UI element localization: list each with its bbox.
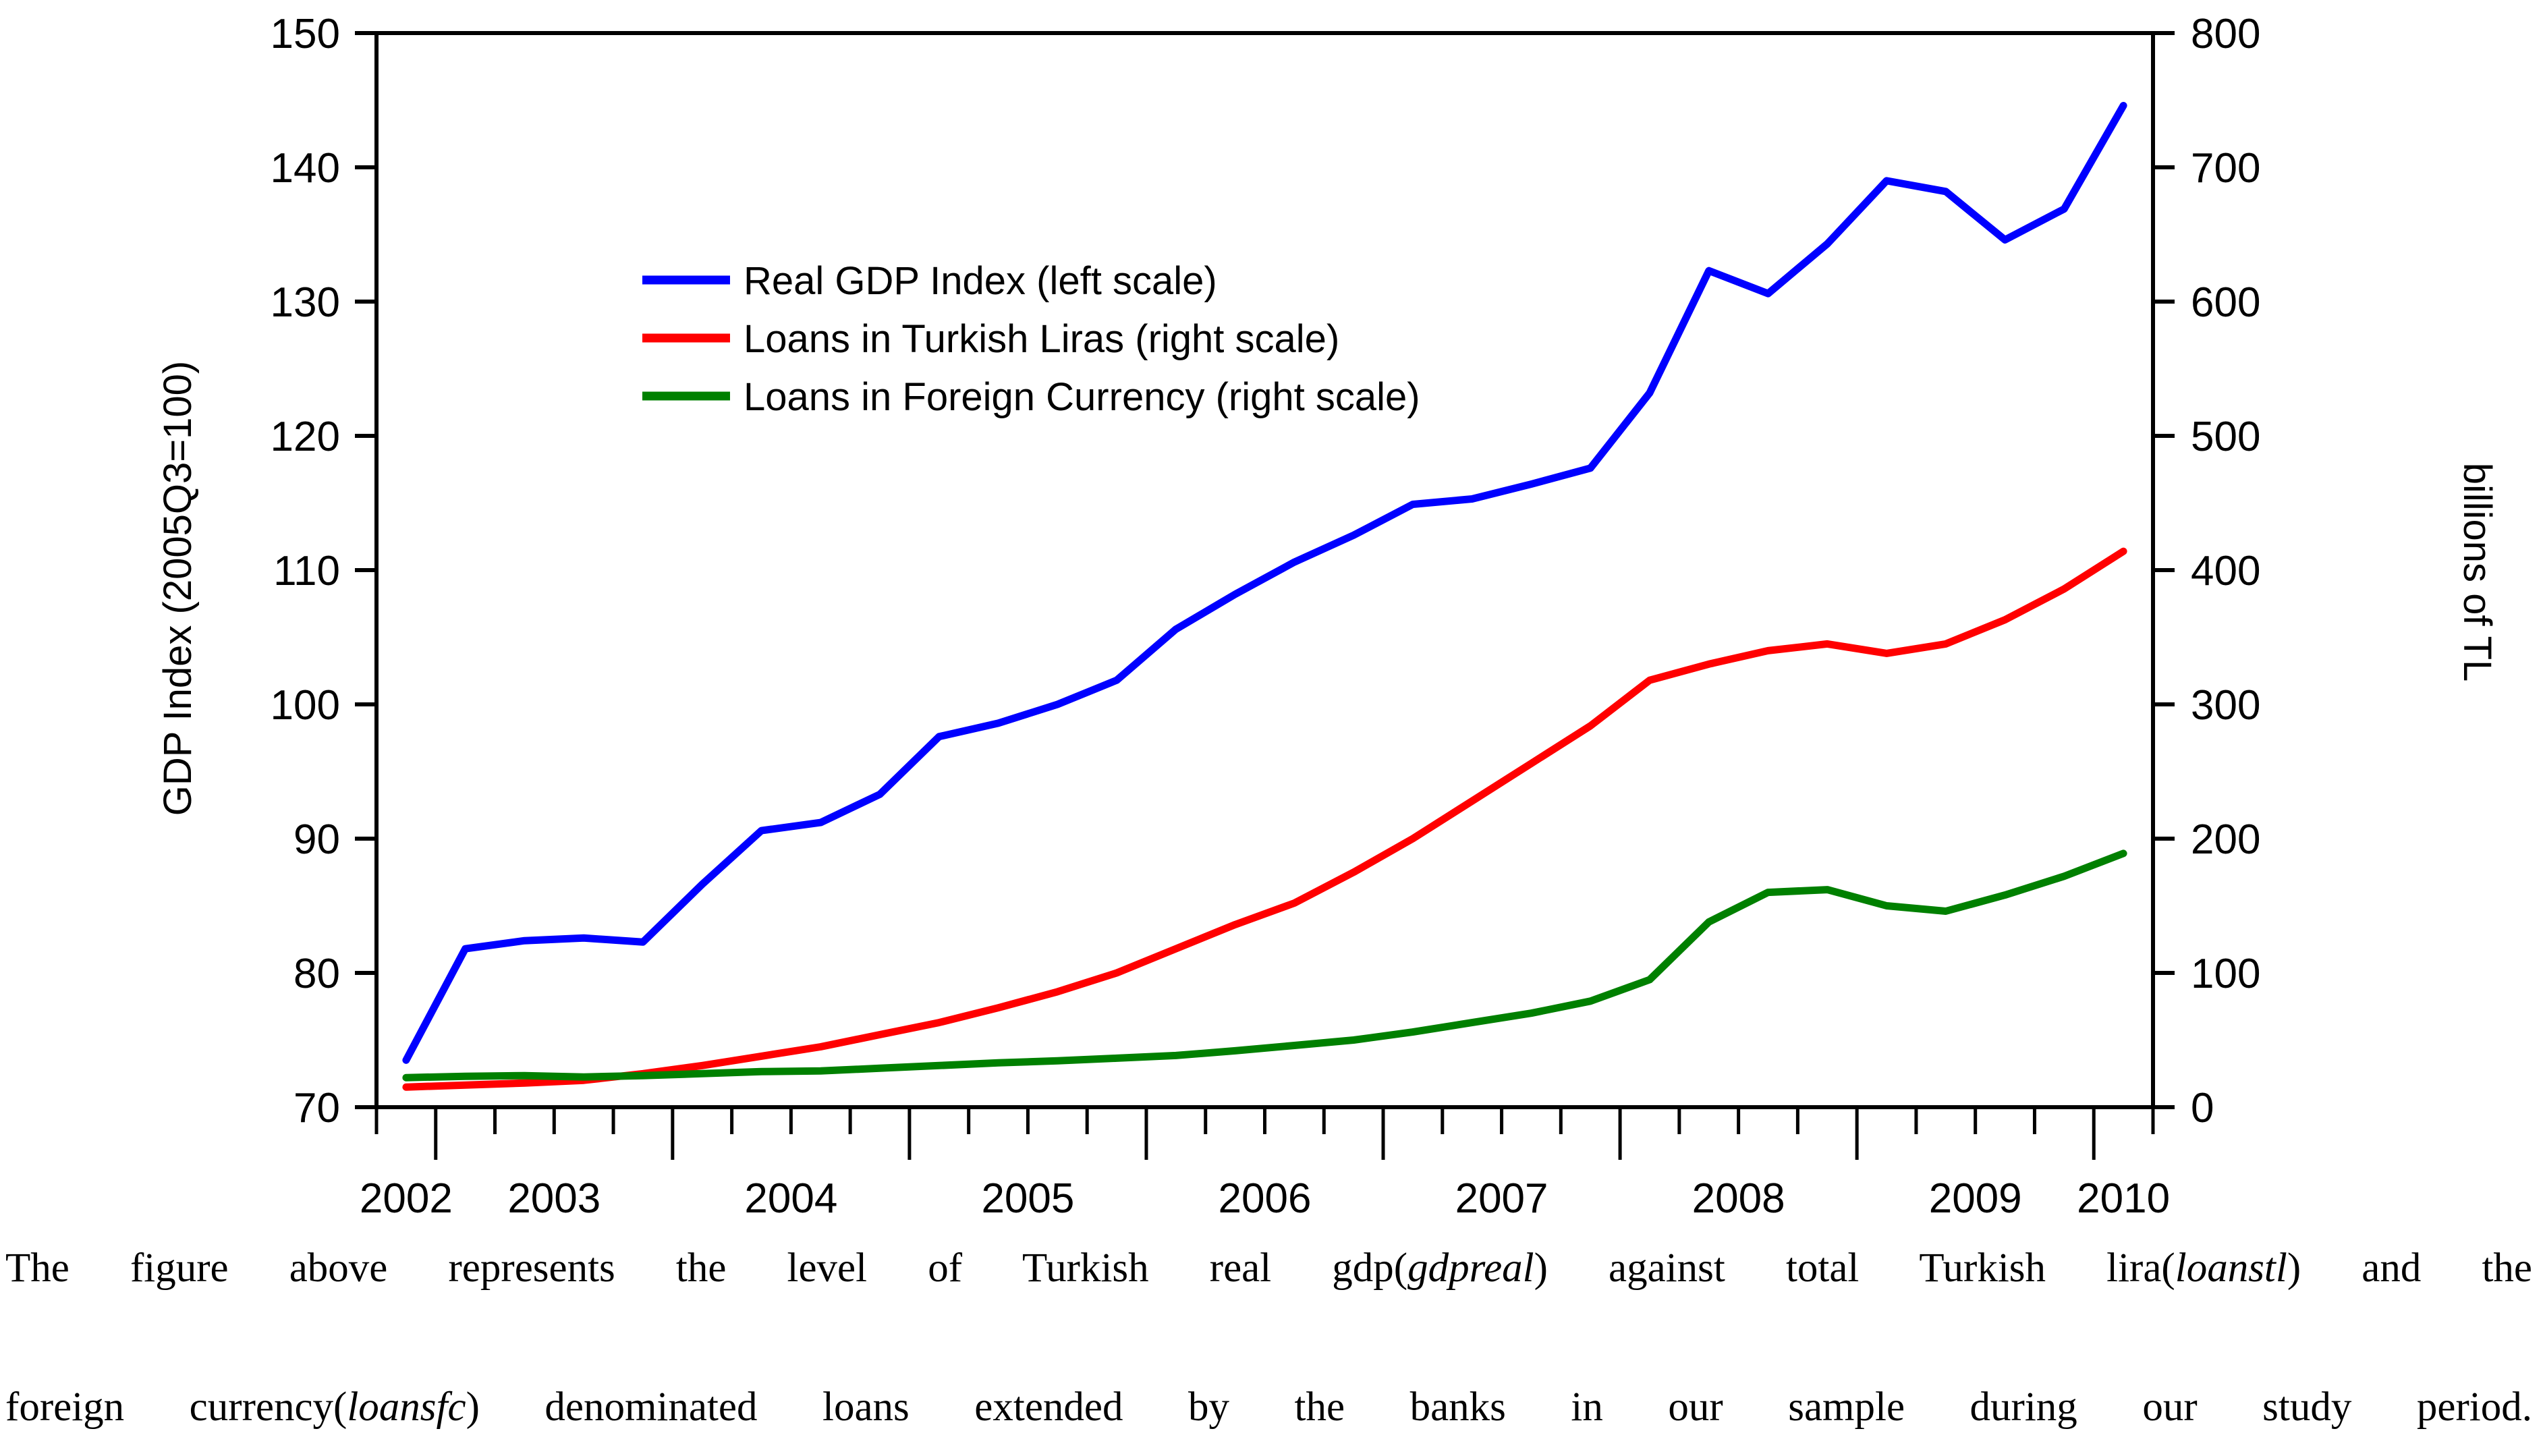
- series-line-loans-fc: [402, 849, 2127, 1082]
- x-axis-year-label: 2007: [1455, 1175, 1548, 1214]
- x-axis-year-label: 2005: [981, 1175, 1074, 1214]
- caption-variable-name: gdpreal: [1407, 1245, 1534, 1291]
- x-axis-year-label: 2002: [360, 1175, 453, 1214]
- y-axis-tick-label-right: 700: [2191, 145, 2260, 192]
- gdp-loans-chart: 70 80 90 100 110 120 130 140 150 0 100 200 300 400 500…: [156, 11, 2499, 1214]
- y-axis-tick-label-right: 500: [2191, 414, 2260, 460]
- y-axis-tick-label-right: 600: [2191, 279, 2260, 326]
- y-axis-tick-label-right: 200: [2191, 816, 2260, 863]
- y-axis-tick-label-left: 130: [271, 279, 340, 326]
- y-axis-tick-label-right: 400: [2191, 548, 2260, 594]
- legend-label: Loans in Foreign Currency (right scale): [744, 375, 1420, 419]
- y-axis-tick-label-right: 0: [2191, 1085, 2214, 1131]
- left-axis-title: GDP Index (2005Q3=100): [156, 361, 200, 816]
- caption-line: foreign currency(loansfc) denominated lo…: [5, 1372, 2532, 1456]
- figure-caption: The figure above represents the level of…: [5, 1233, 2532, 1456]
- y-axis-tick-label-right: 100: [2191, 951, 2260, 997]
- series-line-gdp: [402, 102, 2127, 1064]
- y-axis-tick-label-left: 150: [271, 11, 340, 57]
- caption-text: The figure above represents the level of…: [5, 1245, 1408, 1291]
- series-line-loans-tl: [402, 547, 2127, 1091]
- x-axis-year-label: 2010: [2077, 1175, 2170, 1214]
- caption-text: ) and the: [2287, 1245, 2532, 1291]
- legend: Real GDP Index (left scale) Loans in Turk…: [642, 259, 1420, 419]
- caption-line: The figure above represents the level of…: [5, 1233, 2532, 1372]
- y-axis-tick-label-left: 90: [294, 816, 340, 863]
- chart-canvas: 70 80 90 100 110 120 130 140 150 0 100 200 300 400 500…: [156, 11, 2499, 1214]
- y-axis-tick-label-left: 120: [271, 414, 340, 460]
- y-axis-tick-label-right: 300: [2191, 682, 2260, 729]
- legend-label: Real GDP Index (left scale): [744, 259, 1217, 303]
- caption-text: ) denominated loans extended by the bank…: [466, 1384, 2532, 1430]
- x-axis-year-label: 2008: [1692, 1175, 1785, 1214]
- caption-text: ) against total Turkish lira(: [1534, 1245, 2175, 1291]
- y-axis-tick-label-right: 800: [2191, 11, 2260, 57]
- caption-variable-name: loansfc: [347, 1384, 466, 1430]
- x-axis-year-label: 2004: [744, 1175, 837, 1214]
- x-axis-year-label: 2006: [1219, 1175, 1312, 1214]
- y-axis-tick-label-left: 100: [271, 682, 340, 729]
- x-axis-year-label: 2003: [507, 1175, 600, 1214]
- caption-variable-name: loanstl: [2175, 1245, 2287, 1291]
- y-axis-tick-label-left: 140: [271, 145, 340, 192]
- right-axis-title: billions of TL: [2455, 463, 2499, 682]
- x-axis-year-label: 2009: [1929, 1175, 2022, 1214]
- y-axis-tick-label-left: 70: [294, 1085, 340, 1131]
- caption-text: foreign currency(: [5, 1384, 347, 1430]
- plot-frame: [374, 31, 2155, 1109]
- y-axis-tick-label-left: 80: [294, 951, 340, 997]
- legend-label: Loans in Turkish Liras (right scale): [744, 317, 1339, 361]
- y-axis-tick-label-left: 110: [273, 548, 340, 594]
